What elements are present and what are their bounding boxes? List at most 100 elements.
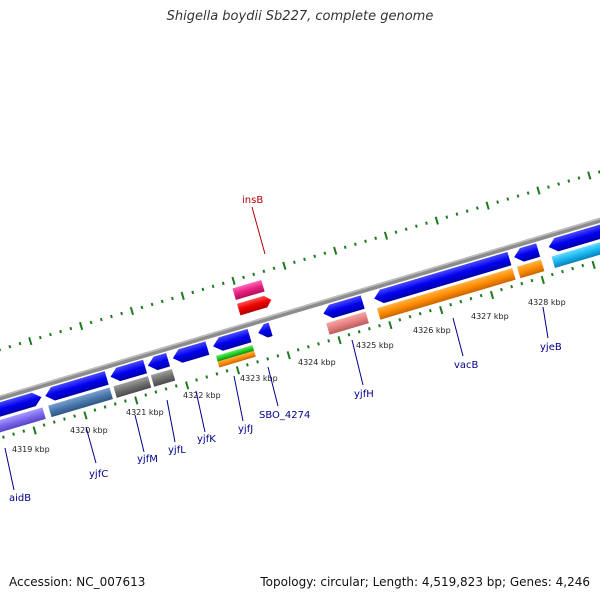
scale-label: 4321 kbp xyxy=(126,408,164,417)
leader-yjfj xyxy=(233,375,244,422)
outer-minor-tick xyxy=(49,332,52,337)
outer-major-tick xyxy=(333,246,338,255)
outer-minor-tick xyxy=(110,314,113,319)
inner-minor-tick xyxy=(550,272,554,277)
feature-orange-vacb xyxy=(377,268,516,320)
outer-tick-ring xyxy=(0,170,600,352)
inner-minor-tick xyxy=(581,263,585,268)
feature-salmon xyxy=(326,311,369,335)
inner-minor-tick xyxy=(317,342,320,346)
feature-purple xyxy=(0,407,46,436)
outer-minor-tick xyxy=(425,221,428,225)
gene-label-yjfh: yjfH xyxy=(354,389,374,400)
gene-yjfh-arrow xyxy=(323,295,365,319)
leader-yjfl xyxy=(166,399,176,443)
feature-gray-1 xyxy=(113,376,152,398)
inner-minor-tick xyxy=(418,311,422,316)
leader-yjfk xyxy=(195,390,206,433)
outer-minor-tick xyxy=(252,272,256,277)
gene-labels: aidB yjfC yjfM yjfL yjfK yjfJ SBO_4274 y… xyxy=(4,195,562,504)
outer-minor-tick xyxy=(18,341,22,346)
feature-orange-small xyxy=(217,350,256,368)
outer-minor-tick xyxy=(445,215,449,219)
inner-minor-tick xyxy=(367,327,371,331)
outer-minor-tick xyxy=(211,284,215,289)
inner-minor-tick xyxy=(276,354,280,358)
outer-minor-tick xyxy=(262,269,266,274)
genome-summary: Topology: circular; Length: 4,519,823 bp… xyxy=(260,575,590,589)
outer-major-tick xyxy=(231,276,236,285)
outer-major-tick xyxy=(434,216,439,225)
inner-major-tick xyxy=(286,351,291,360)
outer-minor-tick xyxy=(404,227,408,231)
scale-label: 4324 kbp xyxy=(298,358,336,367)
scale-labels: 4319 kbp 4320 kbp 4321 kbp 4322 kbp 4323 kbp… xyxy=(12,298,566,454)
gene-label-yjfk: yjfK xyxy=(197,434,216,445)
inner-minor-tick xyxy=(93,408,97,412)
gene-label-yjfl: yjfL xyxy=(168,445,186,456)
inner-minor-tick xyxy=(164,387,168,391)
outer-minor-tick xyxy=(150,302,154,307)
outer-minor-tick xyxy=(272,266,276,271)
accession-label: Accession: NC_007613 xyxy=(9,575,146,589)
gene-yjeb-arrow xyxy=(514,243,541,262)
inner-minor-tick xyxy=(561,269,564,274)
inner-major-tick xyxy=(83,411,88,420)
outer-minor-tick xyxy=(353,242,357,246)
inner-minor-tick xyxy=(530,278,534,283)
outer-minor-tick xyxy=(394,230,398,234)
outer-minor-tick xyxy=(526,191,530,195)
mobile-element-red-arrow xyxy=(237,295,272,316)
leader-insb xyxy=(251,206,266,255)
inner-minor-tick xyxy=(144,393,148,397)
outer-minor-tick xyxy=(201,287,205,292)
inner-tick-ring xyxy=(2,260,596,439)
leader-yjfm xyxy=(134,414,145,453)
scale-label: 4319 kbp xyxy=(12,445,50,454)
inner-minor-tick xyxy=(449,302,453,307)
outer-major-tick xyxy=(383,231,389,240)
outer-minor-tick xyxy=(140,305,144,310)
outer-major-tick xyxy=(129,306,135,316)
outer-minor-tick xyxy=(0,347,2,352)
outer-minor-tick xyxy=(38,335,42,340)
outer-minor-tick xyxy=(99,317,103,322)
inner-minor-tick xyxy=(479,293,483,298)
outer-minor-tick xyxy=(89,320,93,325)
outer-minor-tick xyxy=(577,176,581,180)
outer-minor-tick xyxy=(567,179,571,183)
gene-label-yjfj: yjfJ xyxy=(238,424,253,435)
inner-minor-tick xyxy=(500,287,503,292)
outer-minor-tick xyxy=(516,194,520,198)
inner-minor-tick xyxy=(398,317,402,322)
inner-minor-tick xyxy=(154,390,158,394)
outer-minor-tick xyxy=(475,206,479,210)
inner-minor-tick xyxy=(63,417,66,421)
inner-minor-tick xyxy=(571,266,574,271)
leader-aidb xyxy=(4,447,15,491)
inner-minor-tick xyxy=(103,405,107,409)
genome-track xyxy=(0,170,600,439)
feature-orange-yjeb xyxy=(517,259,545,279)
scale-label: 4325 kbp xyxy=(356,341,394,350)
outer-minor-tick xyxy=(374,236,378,240)
outer-minor-tick xyxy=(221,281,225,286)
leader-yjfh xyxy=(351,339,364,386)
outer-minor-tick xyxy=(292,260,296,265)
outer-minor-tick xyxy=(242,275,245,280)
feature-gray-2 xyxy=(150,369,176,387)
inner-major-tick xyxy=(32,426,37,435)
leader-yjfc xyxy=(85,426,97,464)
inner-major-tick xyxy=(235,366,241,375)
inner-minor-tick xyxy=(215,372,219,376)
genome-backbone-highlight xyxy=(0,202,600,409)
inner-minor-tick xyxy=(245,363,249,367)
outer-minor-tick xyxy=(364,239,367,243)
outer-major-tick xyxy=(282,261,287,270)
inner-minor-tick xyxy=(195,378,198,382)
inner-minor-tick xyxy=(408,314,412,319)
inner-major-tick xyxy=(185,381,190,390)
outer-minor-tick xyxy=(455,212,459,216)
map-title: Shigella boydii Sb227, complete genome xyxy=(166,9,434,24)
